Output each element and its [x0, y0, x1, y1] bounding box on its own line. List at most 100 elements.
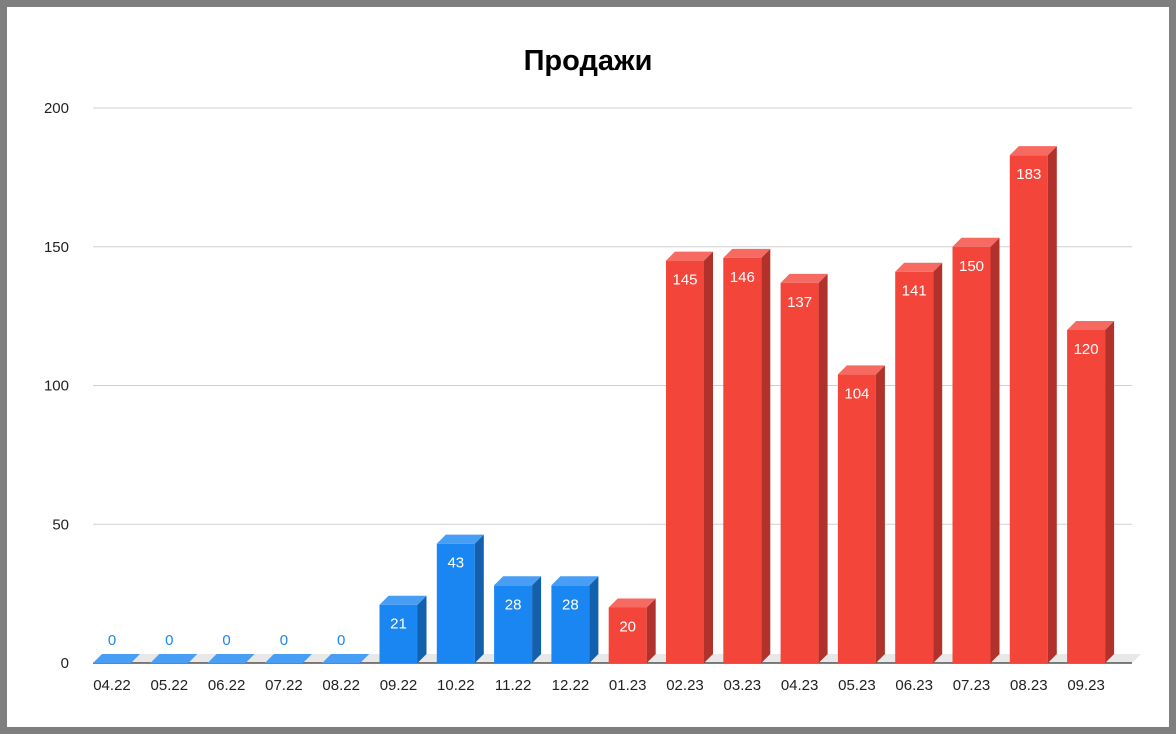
- data-label: 43: [447, 555, 464, 572]
- sales-bar-chart: Продажи 0 50 100 150 200 0 0 0 0 0 21 43 28 28 20 145 1…: [44, 45, 1141, 694]
- bar-front: [780, 282, 819, 663]
- bar: [952, 237, 1000, 663]
- bar-top: [1009, 146, 1057, 156]
- bar-side: [875, 365, 885, 663]
- x-tick-label: 06.23: [895, 677, 933, 694]
- bar: [494, 576, 542, 663]
- x-tick-label: 07.22: [265, 677, 303, 694]
- x-tick-label: 05.23: [838, 677, 876, 694]
- x-tick-label: 09.23: [1067, 677, 1105, 694]
- y-tick-label: 100: [44, 378, 69, 395]
- bar: [207, 654, 255, 663]
- bar-front: [952, 246, 991, 663]
- bar-front: [837, 374, 876, 663]
- chart-frame: Продажи 0 50 100 150 200 0 0 0 0 0 21 43 28 28 20 145 1…: [7, 7, 1169, 727]
- bar-top: [837, 365, 885, 375]
- data-label: 183: [1016, 166, 1041, 183]
- bar-side: [589, 576, 599, 663]
- bar-top: [780, 273, 828, 283]
- y-tick-label: 50: [52, 516, 69, 533]
- bar: [666, 251, 713, 663]
- bar-front: [608, 607, 647, 663]
- y-axis: 0 50 100 150 200: [44, 100, 69, 672]
- data-label: 0: [165, 632, 173, 649]
- x-tick-label: 09.22: [380, 677, 418, 694]
- bar-front: [436, 543, 475, 663]
- bar-side: [1047, 146, 1057, 664]
- bar: [436, 534, 484, 663]
- bar-front: [1009, 155, 1048, 664]
- data-label: 28: [505, 596, 522, 613]
- bar-side: [704, 251, 713, 663]
- bar-top: [723, 248, 771, 258]
- bar-front: [551, 585, 590, 663]
- x-tick-label: 03.23: [724, 677, 762, 694]
- x-axis: 04.22 05.22 06.22 07.22 08.22 09.22 10.22 11.22…: [93, 677, 1105, 694]
- bar-side: [933, 262, 943, 663]
- bar-side: [818, 273, 828, 663]
- data-label: 0: [108, 632, 116, 649]
- x-tick-label: 08.22: [322, 677, 360, 694]
- bar-top: [436, 534, 484, 544]
- bar-side: [417, 595, 427, 663]
- bar-top: [608, 598, 656, 608]
- bar-top: [494, 576, 542, 586]
- bar-top: [150, 654, 198, 663]
- data-label: 28: [562, 596, 579, 613]
- x-tick-label: 11.22: [495, 677, 531, 694]
- bar-front: [1067, 330, 1106, 663]
- x-tick-label: 05.22: [151, 677, 189, 694]
- x-tick-label: 07.23: [953, 677, 991, 694]
- bar-top: [666, 251, 713, 261]
- x-tick-label: 08.23: [1010, 677, 1048, 694]
- x-tick-label: 04.23: [781, 677, 819, 694]
- bar-front: [666, 260, 704, 663]
- bar: [150, 654, 198, 663]
- data-label: 104: [844, 385, 869, 402]
- bar: [608, 598, 656, 663]
- data-label: 0: [280, 632, 288, 649]
- data-label: 150: [959, 258, 984, 275]
- data-label: 0: [222, 632, 230, 649]
- bar-front: [895, 271, 934, 663]
- bar: [264, 654, 312, 663]
- bar-top: [1067, 321, 1115, 330]
- data-label: 137: [787, 294, 812, 311]
- bar: [723, 248, 771, 663]
- x-tick-label: 12.22: [552, 677, 590, 694]
- data-label: 141: [902, 283, 927, 300]
- bar-top: [379, 595, 427, 605]
- bar: [837, 365, 885, 663]
- data-labels: 0 0 0 0 0 21 43 28 28 20 145 146 137 104 141 150 183 120: [108, 166, 1099, 649]
- y-tick-label: 150: [44, 239, 69, 256]
- bar-side: [761, 248, 771, 663]
- bar-top: [895, 262, 943, 272]
- bar-top: [322, 654, 370, 663]
- chart-title: Продажи: [524, 45, 653, 77]
- bar-top: [93, 654, 140, 663]
- bar: [322, 654, 370, 663]
- x-tick-label: 06.22: [208, 677, 246, 694]
- bar: [895, 262, 943, 663]
- bar-front: [723, 257, 762, 663]
- data-label: 20: [619, 619, 636, 636]
- bar-top: [264, 654, 312, 663]
- data-label: 21: [390, 616, 407, 633]
- bar-top: [207, 654, 255, 663]
- bar: [379, 595, 427, 663]
- data-label: 0: [337, 632, 345, 649]
- bar: [551, 576, 599, 663]
- bar-side: [532, 576, 542, 663]
- bars: [93, 146, 1115, 664]
- bar-front: [379, 604, 418, 663]
- bar-side: [474, 534, 484, 663]
- x-tick-label: 02.23: [666, 677, 704, 694]
- bar-side: [990, 237, 1000, 663]
- x-tick-label: 01.23: [609, 677, 647, 694]
- y-tick-label: 200: [44, 100, 69, 117]
- bar-side: [1105, 321, 1115, 663]
- data-label: 120: [1074, 341, 1099, 358]
- data-label: 146: [730, 269, 755, 286]
- data-label: 145: [672, 272, 697, 289]
- bar-top: [551, 576, 599, 586]
